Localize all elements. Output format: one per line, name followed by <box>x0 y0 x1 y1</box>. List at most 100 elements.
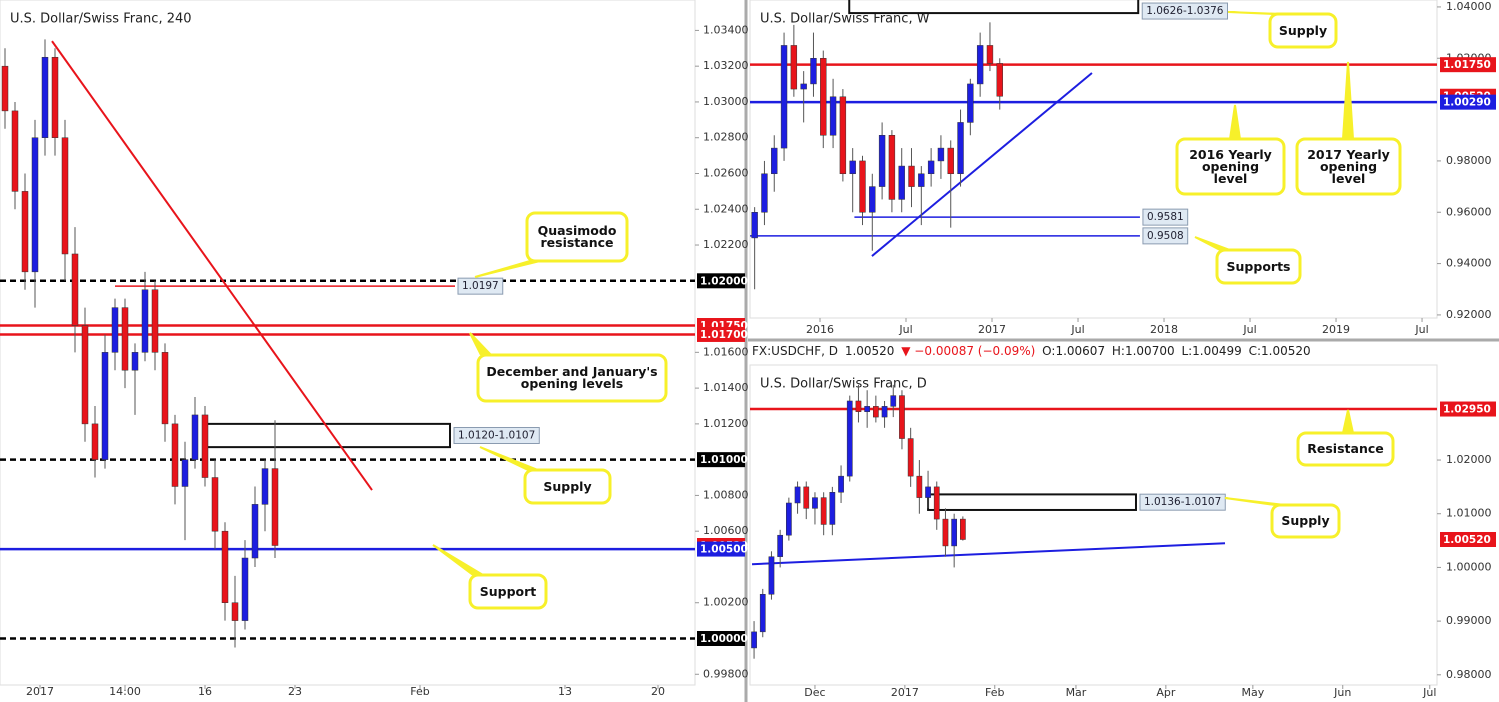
supply-zone <box>927 493 1137 511</box>
candle-body <box>810 58 817 85</box>
price-tag <box>1440 401 1496 417</box>
candle-body <box>221 530 229 603</box>
y-tick-label: 0.98000 <box>1446 154 1492 167</box>
candle-body <box>191 414 199 460</box>
level-label-box <box>1141 2 1229 20</box>
candle-body <box>141 289 149 353</box>
chart-title: U.S. Dollar/Swiss Franc, W <box>760 12 930 27</box>
level-label: 1.0120-1.0107 <box>458 430 535 442</box>
y-tick-label: 0.99000 <box>1446 614 1492 627</box>
candle-body <box>768 556 775 595</box>
candle-body <box>151 289 159 353</box>
candle-body <box>761 173 768 213</box>
candle-body <box>942 518 949 547</box>
y-tick-label: 1.01000 <box>1446 507 1492 520</box>
level-label-box <box>1139 493 1226 511</box>
ohlc-low: L:1.00499 <box>1181 344 1242 358</box>
callout-pointer <box>1342 409 1354 434</box>
x-tick-label: Dec <box>804 686 825 699</box>
candle-body <box>111 307 119 353</box>
callout-text: Support <box>479 583 537 599</box>
callout-pointer <box>1229 104 1241 140</box>
candle-body <box>947 147 954 175</box>
x-tick-label: Mar <box>1066 686 1087 699</box>
callout: Supply <box>1281 514 1329 527</box>
price-tag <box>1440 57 1496 73</box>
callout-text: Supply <box>543 478 592 494</box>
price-tag <box>1440 94 1496 110</box>
ohlc-close: C:1.00520 <box>1248 344 1311 358</box>
x-tick-label: Jul <box>898 323 912 336</box>
x-tick-label: Jul <box>1422 686 1436 699</box>
callout-box <box>1175 137 1286 196</box>
level-label: 0.9508 <box>1147 230 1184 242</box>
callout-pointer <box>1224 497 1286 506</box>
callout-pointer <box>1342 61 1354 140</box>
candle-body <box>916 475 923 498</box>
x-tick-label: 16 <box>198 685 212 698</box>
callout: Supply <box>1278 22 1328 38</box>
callout-text: Supply <box>1278 22 1328 38</box>
candle-body <box>881 406 888 418</box>
candle-body <box>51 56 59 138</box>
callout: 2017 Yearly opening level <box>1307 148 1390 185</box>
candle-body <box>820 58 827 136</box>
x-tick-label: Apr <box>1156 686 1176 699</box>
callout-box <box>468 573 548 610</box>
x-tick-label: Jul <box>1242 323 1256 336</box>
x-tick-label: May <box>1241 686 1264 699</box>
candle-body <box>918 173 925 187</box>
price-tag-label: 1.02950 <box>1443 404 1491 416</box>
candle-body <box>771 147 778 175</box>
candle-body <box>967 83 974 123</box>
candle-body <box>829 96 837 136</box>
candle-body <box>839 96 847 175</box>
candle-body <box>61 137 69 255</box>
candle-body <box>933 486 940 520</box>
candle-body <box>820 497 827 525</box>
level-label: 1.0626-1.0376 <box>1146 5 1224 17</box>
x-tick-label: 23 <box>288 685 302 698</box>
candle-body <box>271 468 279 546</box>
candle-body <box>878 135 886 187</box>
y-tick-label: 1.02800 <box>703 131 749 144</box>
level-label-box <box>457 277 504 295</box>
candle-body <box>959 518 966 540</box>
candle-body <box>261 468 269 505</box>
plot-area <box>750 0 1437 290</box>
candle-body <box>937 147 945 162</box>
callout-pointer <box>469 332 492 356</box>
x-tick-label: Feb <box>410 685 429 698</box>
y-tick-label: 1.02200 <box>703 238 749 251</box>
candle-body <box>800 83 807 90</box>
candle-body <box>790 45 798 90</box>
x-tick-label: 2017 <box>978 323 1006 336</box>
candle-body <box>907 438 914 477</box>
callout-box <box>1215 248 1302 285</box>
candle-body <box>777 534 784 557</box>
candle-body <box>859 160 866 213</box>
y-tick-label: 0.92000 <box>1446 308 1492 321</box>
candle-body <box>251 504 259 559</box>
callout: 2016 Yearly opening level <box>1189 146 1272 186</box>
candle-body <box>41 56 49 138</box>
price-tag-label: 1.00290 <box>1443 97 1491 109</box>
callout-pointer <box>474 260 541 278</box>
y-tick-label: 0.98000 <box>1446 668 1492 681</box>
x-tick-label: Jul <box>1414 323 1428 336</box>
candle-body <box>838 475 844 493</box>
candle-body <box>31 137 39 273</box>
x-tick-label: Jun <box>1333 686 1351 699</box>
callout-box <box>1268 12 1338 49</box>
callout-text: 2016 Yearly opening level <box>1189 146 1272 186</box>
candle-body <box>91 423 99 460</box>
y-tick-label: 1.00600 <box>703 524 749 537</box>
candle-body <box>803 486 810 509</box>
y-tick-label: 1.03000 <box>703 95 749 108</box>
y-tick-label: 0.99800 <box>703 667 749 680</box>
candle-body <box>780 45 788 149</box>
chart-title: U.S. Dollar/Swiss Franc, 240 <box>10 12 192 27</box>
callout-box <box>1295 137 1402 196</box>
candle-body <box>101 352 109 460</box>
y-tick-label: 1.01400 <box>703 381 749 394</box>
